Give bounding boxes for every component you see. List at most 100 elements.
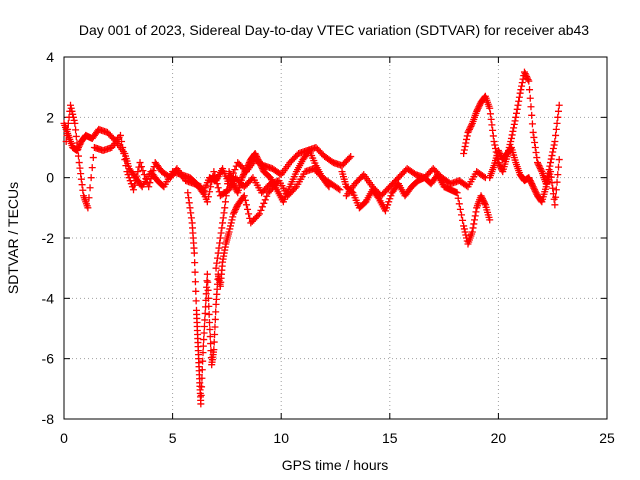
data-point (465, 127, 473, 135)
data-point (386, 195, 394, 203)
data-point (253, 154, 261, 162)
data-point (77, 170, 85, 178)
data-point (217, 229, 225, 237)
x-tick-label: 10 (273, 430, 289, 446)
data-point (63, 131, 71, 139)
data-point (64, 125, 72, 133)
data-point (220, 209, 228, 217)
data-point (199, 357, 207, 365)
data-point (119, 144, 127, 151)
data-point (523, 74, 531, 82)
data-point (219, 214, 227, 222)
data-point (204, 278, 212, 286)
data-point (455, 200, 463, 208)
data-point (526, 86, 534, 94)
data-point (202, 290, 210, 298)
data-point (133, 172, 141, 180)
data-point (201, 309, 209, 317)
data-point (555, 156, 563, 164)
data-point (507, 134, 515, 142)
data-point (72, 126, 80, 134)
data-point (212, 176, 220, 184)
data-point (253, 153, 261, 161)
data-point (225, 228, 233, 236)
data-point (549, 184, 557, 192)
chart-title: Day 001 of 2023, Sidereal Day-to-day VTE… (79, 22, 589, 38)
data-point (511, 117, 519, 125)
y-tick-label: -4 (42, 290, 55, 306)
data-point (137, 163, 145, 171)
data-point (136, 159, 144, 167)
data-point (454, 194, 462, 202)
data-point (550, 141, 558, 149)
data-point (124, 171, 132, 179)
data-point (216, 234, 224, 242)
data-point (524, 76, 532, 84)
data-point (549, 148, 557, 156)
data-point (208, 178, 216, 186)
y-tick-label: -2 (42, 230, 55, 246)
data-point (257, 162, 265, 170)
data-point (552, 186, 560, 194)
data-point (77, 175, 85, 183)
data-point (88, 164, 96, 172)
data-point (255, 157, 263, 165)
data-point (460, 222, 468, 230)
data-point (145, 183, 153, 191)
data-point (498, 166, 506, 174)
data-point (520, 68, 528, 76)
data-point (513, 109, 520, 117)
data-point (533, 154, 541, 162)
data-point (87, 174, 95, 182)
data-point (464, 128, 472, 136)
data-point (120, 150, 128, 158)
data-point (190, 249, 198, 257)
data-point (203, 277, 211, 285)
data-point (460, 150, 468, 158)
data-point (252, 151, 260, 159)
data-point (140, 171, 148, 179)
data-point (241, 168, 249, 176)
data-point (84, 204, 92, 212)
data-point (212, 264, 220, 272)
data-point (532, 149, 540, 157)
data-point (123, 168, 131, 176)
data-point (203, 198, 211, 206)
data-marks (60, 68, 563, 408)
data-point (528, 180, 536, 188)
data-point (212, 308, 220, 316)
data-point (546, 162, 554, 170)
data-point (227, 222, 235, 230)
data-point (536, 165, 544, 173)
data-point (211, 323, 219, 331)
data-point (242, 201, 250, 209)
data-point (525, 77, 533, 85)
series-track-f (342, 165, 489, 200)
data-point (476, 101, 484, 109)
data-point (245, 159, 253, 167)
data-point (489, 126, 497, 134)
data-point (518, 79, 526, 87)
data-point (75, 159, 83, 167)
data-point (526, 175, 534, 183)
data-point (537, 197, 545, 205)
data-point (254, 211, 262, 219)
data-point (554, 107, 562, 115)
data-point (384, 201, 392, 209)
series-track-b (62, 101, 344, 212)
data-point (200, 322, 208, 330)
data-point (383, 204, 391, 212)
data-point (480, 173, 488, 181)
data-point (73, 147, 81, 155)
data-point (475, 103, 483, 111)
data-point (533, 159, 541, 167)
data-point (522, 71, 530, 79)
data-point (223, 186, 231, 194)
data-point (226, 225, 234, 233)
y-axis-label: SDTVAR / TECUs (5, 182, 21, 294)
data-point (197, 400, 205, 408)
data-point (463, 132, 471, 140)
data-point (534, 160, 542, 168)
x-tick-label: 5 (169, 430, 177, 446)
